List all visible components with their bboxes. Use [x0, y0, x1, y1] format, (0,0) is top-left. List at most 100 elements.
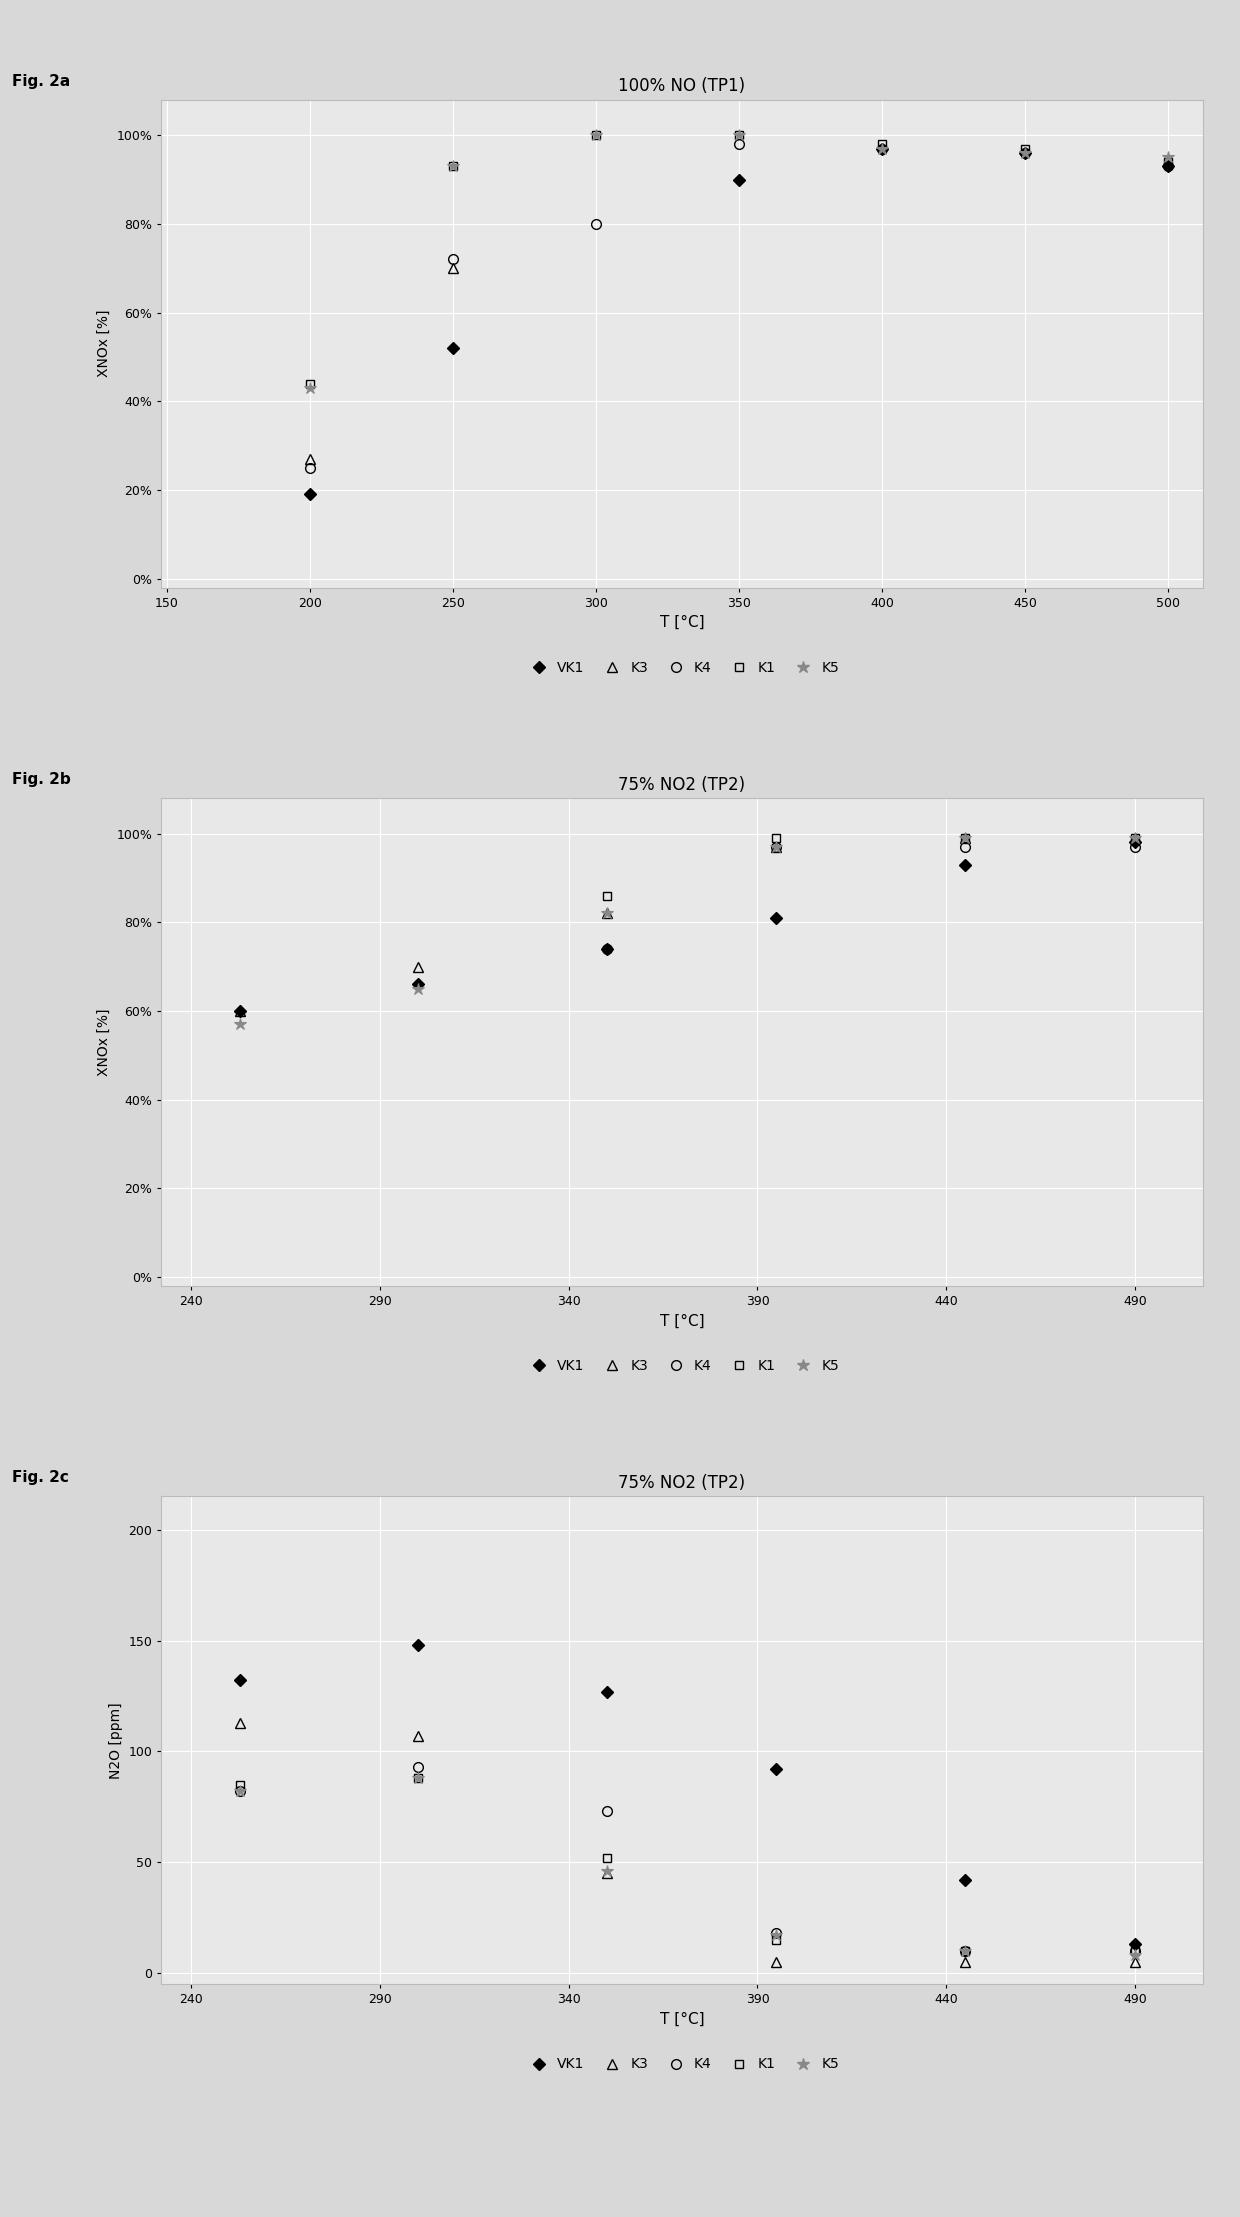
- Line: VK1: VK1: [237, 1641, 1140, 1949]
- Line: K4: K4: [236, 1763, 1140, 1955]
- VK1: [445, 335, 460, 361]
- VK1: [1127, 829, 1142, 856]
- K1: [1018, 135, 1033, 162]
- Line: K5: K5: [234, 1771, 1141, 1962]
- K5: [303, 375, 317, 401]
- K1: [1127, 825, 1142, 851]
- K3: [1127, 1949, 1142, 1975]
- K4: [599, 936, 614, 962]
- VK1: [599, 936, 614, 962]
- K4: [589, 211, 604, 237]
- K5: [957, 825, 972, 851]
- K5: [410, 975, 425, 1002]
- Line: K1: K1: [306, 131, 1173, 388]
- X-axis label: T [°C]: T [°C]: [660, 614, 704, 630]
- VK1: [732, 166, 746, 193]
- K3: [303, 446, 317, 472]
- K3: [599, 900, 614, 927]
- K3: [410, 953, 425, 980]
- Text: Fig. 2a: Fig. 2a: [12, 73, 71, 89]
- VK1: [233, 998, 248, 1024]
- K1: [1161, 149, 1176, 175]
- K4: [599, 1798, 614, 1825]
- K3: [769, 1949, 784, 1975]
- K1: [589, 122, 604, 149]
- Line: K3: K3: [305, 264, 458, 463]
- K5: [769, 1922, 784, 1949]
- K4: [1161, 153, 1176, 180]
- X-axis label: T [°C]: T [°C]: [660, 1312, 704, 1328]
- K4: [445, 246, 460, 273]
- Line: K1: K1: [237, 1774, 1140, 1955]
- Line: K4: K4: [601, 842, 1140, 953]
- K3: [957, 1949, 972, 1975]
- K3: [769, 834, 784, 860]
- K4: [410, 1754, 425, 1780]
- K5: [1018, 140, 1033, 166]
- K1: [769, 825, 784, 851]
- Title: 75% NO2 (TP2): 75% NO2 (TP2): [619, 1474, 745, 1492]
- K4: [303, 454, 317, 481]
- K1: [445, 153, 460, 180]
- K4: [769, 1920, 784, 1947]
- K4: [875, 135, 890, 162]
- Legend: VK1, K3, K4, K1, K5: VK1, K3, K4, K1, K5: [520, 1355, 844, 1379]
- K5: [233, 1011, 248, 1038]
- K1: [1127, 1938, 1142, 1964]
- K4: [233, 1778, 248, 1805]
- K1: [769, 1927, 784, 1953]
- K3: [233, 998, 248, 1024]
- K5: [1161, 144, 1176, 171]
- Y-axis label: XNOx [%]: XNOx [%]: [97, 1009, 110, 1075]
- Legend: VK1, K3, K4, K1, K5: VK1, K3, K4, K1, K5: [520, 2053, 844, 2077]
- K5: [1127, 825, 1142, 851]
- K1: [732, 122, 746, 149]
- Line: K3: K3: [236, 834, 1140, 1015]
- Text: Fig. 2b: Fig. 2b: [12, 772, 71, 787]
- K5: [445, 153, 460, 180]
- Legend: VK1, K3, K4, K1, K5: VK1, K3, K4, K1, K5: [520, 656, 844, 681]
- VK1: [410, 971, 425, 998]
- K5: [769, 834, 784, 860]
- X-axis label: T [°C]: T [°C]: [660, 2011, 704, 2026]
- K5: [732, 122, 746, 149]
- VK1: [410, 1632, 425, 1658]
- VK1: [875, 135, 890, 162]
- VK1: [957, 851, 972, 878]
- K3: [957, 825, 972, 851]
- VK1: [1127, 1931, 1142, 1958]
- VK1: [769, 1756, 784, 1782]
- K3: [599, 1860, 614, 1887]
- Line: VK1: VK1: [237, 838, 1140, 1015]
- K5: [589, 122, 604, 149]
- VK1: [769, 905, 784, 931]
- K4: [1127, 1938, 1142, 1964]
- K5: [410, 1765, 425, 1791]
- K1: [599, 882, 614, 909]
- K1: [599, 1845, 614, 1871]
- Line: K5: K5: [234, 831, 1141, 1031]
- K1: [957, 1938, 972, 1964]
- K1: [233, 1771, 248, 1798]
- Line: K5: K5: [304, 129, 1174, 395]
- Title: 100% NO (TP1): 100% NO (TP1): [619, 78, 745, 95]
- K3: [410, 1723, 425, 1749]
- K3: [233, 1709, 248, 1736]
- Y-axis label: N2O [ppm]: N2O [ppm]: [109, 1703, 123, 1778]
- Y-axis label: XNOx [%]: XNOx [%]: [97, 310, 110, 377]
- VK1: [599, 1678, 614, 1705]
- K4: [769, 834, 784, 860]
- Line: K3: K3: [236, 1718, 1140, 1966]
- K4: [732, 131, 746, 157]
- K4: [957, 834, 972, 860]
- K4: [957, 1938, 972, 1964]
- VK1: [1018, 140, 1033, 166]
- K4: [1127, 834, 1142, 860]
- K3: [445, 255, 460, 282]
- K5: [875, 135, 890, 162]
- K5: [1127, 1942, 1142, 1969]
- VK1: [1161, 153, 1176, 180]
- K4: [1018, 140, 1033, 166]
- K5: [957, 1938, 972, 1964]
- Text: Fig. 2c: Fig. 2c: [12, 1470, 69, 1485]
